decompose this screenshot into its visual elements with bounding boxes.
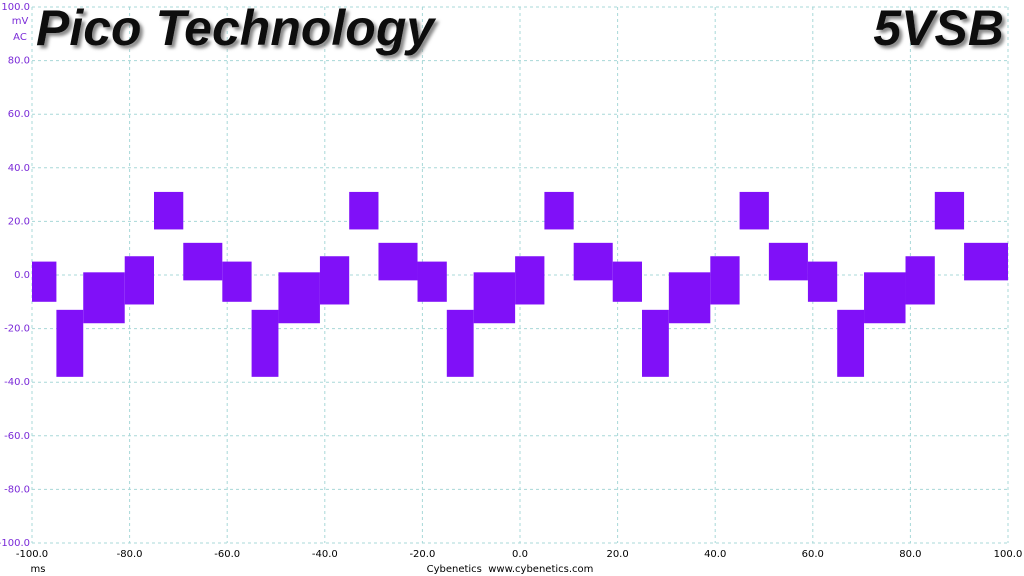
signal-band <box>710 256 740 305</box>
signal-band <box>934 191 965 230</box>
signal-band <box>515 256 545 305</box>
signal-band <box>32 261 57 302</box>
y-coupling: AC <box>13 32 27 43</box>
x-tick-label: 60.0 <box>802 549 824 560</box>
y-tick-label: -60.0 <box>4 431 30 442</box>
x-tick-label: -60.0 <box>214 549 240 560</box>
signal-band <box>222 261 252 302</box>
y-tick-label: 100.0 <box>1 2 30 13</box>
y-unit: mV <box>12 16 29 27</box>
signal-band <box>837 309 865 377</box>
signal-band <box>544 191 574 230</box>
signal-band <box>56 309 84 377</box>
signal-band <box>573 242 613 281</box>
signal-band <box>446 309 474 377</box>
x-tick-label: 0.0 <box>512 549 528 560</box>
y-tick-label: 0.0 <box>14 270 30 281</box>
signal-band <box>278 272 320 324</box>
chart-subtitle: 5VSB <box>873 0 1004 56</box>
chart-title: Pico Technology <box>36 0 436 56</box>
signal-band <box>864 272 906 324</box>
signal-band <box>83 272 125 324</box>
y-tick-label: -100.0 <box>0 538 30 549</box>
signal-band <box>807 261 838 302</box>
signal-band <box>739 191 769 230</box>
footer: Cybenetics www.cybenetics.com <box>427 564 594 575</box>
x-tick-label: 80.0 <box>899 549 921 560</box>
y-tick-label: 60.0 <box>8 109 30 120</box>
y-tick-label: -80.0 <box>4 484 30 495</box>
signal-band <box>612 261 642 302</box>
x-tick-label: 100.0 <box>994 549 1023 560</box>
signal-band <box>964 242 1008 281</box>
signal-band <box>183 242 223 281</box>
y-tick-label: -40.0 <box>4 377 30 388</box>
x-axis-label: ms <box>31 564 46 575</box>
x-tick-label: 20.0 <box>606 549 628 560</box>
x-tick-label: -100.0 <box>16 549 48 560</box>
y-tick-label: 20.0 <box>8 216 30 227</box>
y-tick-label: 40.0 <box>8 163 30 174</box>
y-tick-label: -20.0 <box>4 324 30 335</box>
signal-band <box>349 191 379 230</box>
signal-band <box>473 272 516 324</box>
signal-band <box>124 256 154 305</box>
signal-band <box>905 256 935 305</box>
x-tick-label: -40.0 <box>312 549 338 560</box>
signal-band <box>417 261 447 302</box>
x-tick-label: 40.0 <box>704 549 726 560</box>
signal-band <box>319 256 350 305</box>
signal-band <box>378 242 418 281</box>
signal-band <box>642 309 669 377</box>
x-tick-label: -80.0 <box>117 549 143 560</box>
signal-band <box>154 191 184 230</box>
signal-band <box>768 242 808 281</box>
x-tick-label: -20.0 <box>409 549 435 560</box>
y-tick-label: 80.0 <box>8 56 30 67</box>
plot-area <box>31 6 1009 544</box>
signal-band <box>668 272 711 324</box>
signal-band <box>251 309 279 377</box>
